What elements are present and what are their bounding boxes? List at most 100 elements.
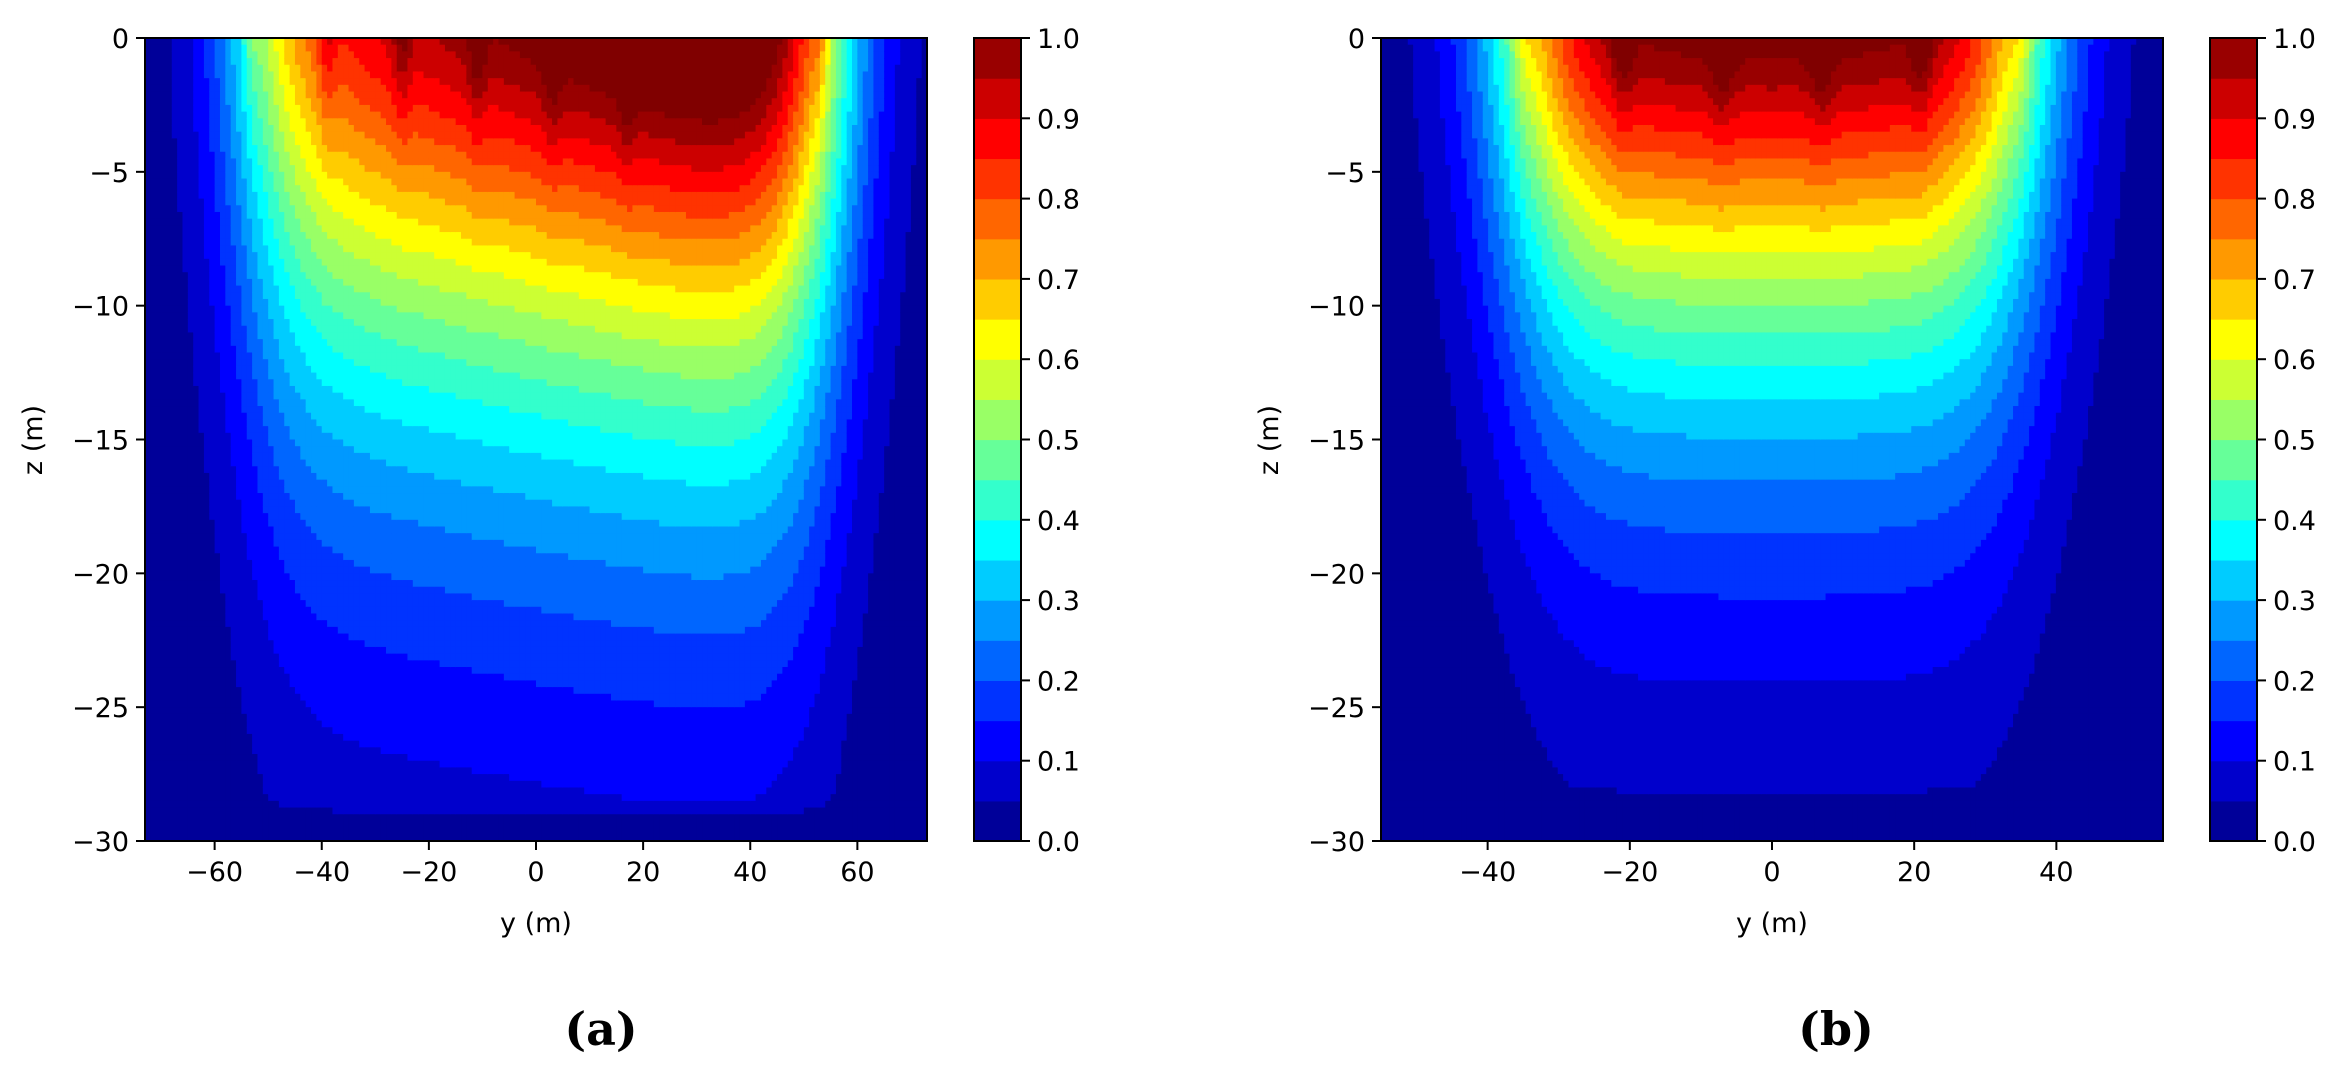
contour-cell — [359, 827, 366, 835]
contour-cell — [145, 44, 151, 52]
contour-cell — [327, 472, 334, 481]
contour-cell — [353, 312, 360, 320]
contour-cell — [268, 145, 275, 153]
contour-cell — [337, 653, 344, 661]
contour-cell — [166, 91, 173, 99]
contour-cell — [311, 580, 317, 588]
contour-cell — [241, 680, 248, 688]
contour-cell — [219, 185, 226, 193]
contour-cell — [166, 385, 173, 394]
contour-cell — [155, 580, 162, 588]
contour-cell — [209, 38, 216, 46]
contour-cell — [353, 452, 360, 461]
contour-cell — [300, 211, 307, 220]
contour-cell — [284, 513, 291, 521]
contour-cell — [268, 298, 275, 307]
contour-cell — [166, 493, 173, 501]
contour-cell — [273, 553, 280, 561]
contour-cell — [246, 466, 253, 474]
contour-cell — [219, 794, 226, 802]
contour-cell — [241, 426, 248, 434]
contour-cell — [193, 278, 200, 287]
contour-cell — [225, 700, 232, 708]
contour-cell — [166, 760, 173, 768]
contour-cell — [359, 640, 366, 648]
contour-cell — [193, 399, 200, 407]
contour-cell — [246, 787, 253, 795]
contour-cell — [327, 660, 334, 668]
contour-cell — [150, 667, 157, 675]
contour-cell — [214, 352, 221, 360]
contour-cell — [155, 660, 162, 668]
contour-cell — [364, 399, 371, 407]
contour-cell — [155, 151, 162, 160]
contour-cell — [171, 91, 178, 99]
contour-cell — [161, 205, 168, 213]
contour-cell — [203, 687, 210, 695]
contour-cell — [187, 526, 194, 534]
contour-cell — [289, 198, 296, 206]
contour-cell — [337, 225, 344, 233]
contour-cell — [359, 352, 366, 360]
contour-cell — [278, 733, 285, 742]
contour-cell — [278, 767, 285, 775]
contour-cell — [289, 573, 296, 581]
contour-cell — [155, 760, 162, 768]
contour-cell — [278, 747, 285, 755]
contour-cell — [284, 780, 291, 789]
contour-cell — [353, 760, 360, 768]
contour-cell — [337, 794, 344, 802]
contour-cell — [177, 78, 184, 86]
contour-cell — [241, 646, 248, 655]
contour-cell — [193, 479, 200, 487]
contour-cell — [161, 493, 168, 501]
contour-cell — [305, 506, 312, 514]
contour-cell — [273, 432, 280, 441]
contour-cell — [230, 733, 237, 742]
contour-cell — [171, 232, 178, 240]
contour-cell — [230, 265, 237, 273]
contour-cell — [348, 586, 355, 595]
contour-cell — [300, 446, 307, 454]
contour-cell — [359, 151, 366, 160]
contour-cell — [305, 580, 312, 588]
contour-cell — [284, 580, 291, 588]
contour-cell — [311, 211, 317, 220]
contour-cell — [353, 653, 360, 661]
contour-cell — [294, 633, 301, 641]
contour-cell — [225, 158, 232, 166]
contour-cell — [337, 700, 344, 708]
contour-cell — [321, 834, 328, 841]
contour-cell — [182, 365, 189, 374]
contour-cell — [262, 372, 269, 380]
contour-cell — [225, 51, 232, 59]
contour-cell — [316, 205, 323, 213]
contour-cell — [327, 312, 334, 320]
contour-cell — [155, 104, 162, 113]
contour-cell — [230, 158, 237, 166]
contour-cell — [300, 573, 307, 581]
contour-cell — [246, 158, 253, 166]
contour-cell — [241, 559, 248, 568]
contour-cell — [305, 258, 312, 267]
contour-cell — [161, 232, 168, 240]
contour-cell — [257, 245, 264, 253]
contour-cell — [305, 566, 312, 574]
contour-cell — [236, 38, 243, 46]
contour-cell — [161, 359, 168, 367]
contour-cell — [193, 225, 200, 233]
contour-cell — [166, 566, 173, 574]
contour-cell — [294, 626, 301, 635]
contour-cell — [246, 687, 253, 695]
contour-cell — [187, 553, 194, 561]
contour-cell — [321, 298, 328, 307]
contour-cell — [150, 747, 157, 755]
contour-cell — [230, 600, 237, 608]
contour-cell — [359, 379, 366, 387]
contour-cell — [273, 272, 280, 280]
contour-cell — [359, 620, 366, 628]
contour-cell — [182, 740, 189, 748]
contour-cell — [273, 767, 280, 775]
contour-cell — [268, 412, 275, 421]
contour-cell — [177, 506, 184, 514]
